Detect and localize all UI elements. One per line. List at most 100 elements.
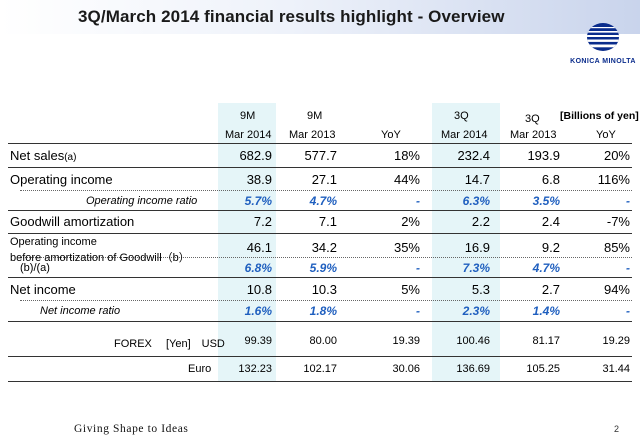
rule-under-net-income-ratio (8, 321, 632, 322)
oi-before-goodwill-label-line1: Operating income (10, 236, 97, 248)
net-income-ratio-9m-yoy: - (416, 304, 420, 318)
oi-before-goodwill-9m-yoy: 35% (393, 240, 420, 255)
forex-euro-9m-2014: 132.23 (238, 363, 272, 375)
rule-under-b-over-a (8, 277, 632, 278)
rule-under-net-sales (8, 167, 632, 168)
forex-usd-9m-diff: 19.39 (392, 335, 420, 347)
col4-header-bottom: Mar 2014 (441, 129, 488, 141)
oi-before-goodwill-label-line2: before amortization of Goodwill（b） (10, 252, 190, 264)
net-income-9m-2013: 10.3 (311, 282, 337, 297)
oi-ratio-3q-2014: 6.3% (462, 194, 490, 208)
b-over-a-9m-2014: 6.8% (244, 261, 272, 275)
col2-header-top: 9M (307, 110, 323, 122)
oi-ratio-9m-2013: 4.7% (309, 194, 337, 208)
unit-label: [Billions of yen] (560, 110, 639, 122)
page-title: 3Q/March 2014 financial results highligh… (78, 7, 505, 26)
col4-header-top: 3Q (454, 110, 469, 122)
forex-usd-3q-2013: 81.17 (532, 335, 560, 347)
col5-header-bottom: Mar 2013 (510, 129, 557, 141)
rule-under-forex-euro (8, 381, 632, 382)
col2-header-bottom: Mar 2013 (289, 129, 336, 141)
rule-under-net-income (20, 300, 632, 301)
oi-ratio-9m-2014: 5.7% (244, 194, 272, 208)
operating-income-9m-2013: 27.1 (311, 172, 337, 187)
forex-usd-3q-2014: 100.46 (456, 335, 490, 347)
oi-ratio-3q-2013: 3.5% (532, 194, 560, 208)
forex-euro-9m-diff: 30.06 (392, 363, 420, 375)
konica-minolta-globe-icon (587, 23, 619, 51)
col6-header-bottom: YoY (596, 129, 616, 141)
net-sales-label: Net sales(a) (10, 148, 76, 163)
rule-under-forex-usd (8, 356, 632, 357)
oi-before-goodwill-3q-2013: 9.2 (541, 240, 560, 255)
goodwill-3q-2014: 2.2 (471, 214, 490, 229)
net-income-ratio-3q-2014: 2.3% (462, 304, 490, 318)
oi-ratio-3q-yoy: - (626, 194, 630, 208)
forex-euro-3q-diff: 31.44 (602, 363, 630, 375)
col1-header-top: 9M (240, 110, 256, 122)
footer-tagline: Giving Shape to Ideas (74, 423, 189, 435)
net-sales-3q-2014: 232.4 (457, 148, 490, 163)
net-sales-9m-2014: 682.9 (239, 148, 272, 163)
b-over-a-label: (b)/(a) (20, 262, 50, 274)
goodwill-3q-2013: 2.4 (541, 214, 560, 229)
net-sales-label-text: Net sales (10, 148, 65, 163)
goodwill-9m-2014: 7.2 (253, 214, 272, 229)
oi-ratio-label: Operating income ratio (86, 195, 198, 207)
net-income-9m-yoy: 5% (401, 282, 420, 297)
net-income-ratio-3q-yoy: - (626, 304, 630, 318)
net-sales-9m-yoy: 18% (393, 148, 420, 163)
operating-income-9m-2014: 38.9 (246, 172, 272, 187)
net-income-ratio-9m-2013: 1.8% (309, 304, 337, 318)
highlight-column-3q-2014 (432, 103, 500, 382)
forex-usd-3q-diff: 19.29 (602, 335, 630, 347)
net-income-3q-2014: 5.3 (471, 282, 490, 297)
col1-header-bottom: Mar 2014 (225, 129, 272, 141)
operating-income-3q-2013: 6.8 (541, 172, 560, 187)
net-income-3q-2013: 2.7 (541, 282, 560, 297)
net-income-label: Net income (10, 282, 76, 297)
rule-under-header (8, 143, 632, 144)
goodwill-label: Goodwill amortization (10, 214, 135, 229)
oi-before-goodwill-3q-2014: 16.9 (464, 240, 490, 255)
b-over-a-3q-yoy: - (626, 261, 630, 275)
net-income-3q-yoy: 94% (603, 282, 630, 297)
b-over-a-9m-yoy: - (416, 261, 420, 275)
highlight-column-9m-2014 (218, 103, 276, 382)
goodwill-3q-yoy: -7% (606, 214, 630, 229)
rule-under-goodwill (8, 233, 632, 234)
oi-before-goodwill-9m-2014: 46.1 (246, 240, 272, 255)
operating-income-9m-yoy: 44% (393, 172, 420, 187)
operating-income-3q-yoy: 116% (597, 172, 630, 187)
forex-euro-9m-2013: 102.17 (303, 363, 337, 375)
net-sales-label-suffix: (a) (64, 152, 77, 163)
net-sales-3q-yoy: 20% (603, 148, 630, 163)
rule-under-operating-income (20, 190, 632, 191)
operating-income-label: Operating income (10, 172, 113, 187)
operating-income-3q-2014: 14.7 (464, 172, 490, 187)
forex-usd-9m-2014: 99.39 (244, 335, 272, 347)
b-over-a-3q-2013: 4.7% (532, 261, 560, 275)
company-logo: KONICA MINOLTA (568, 22, 638, 65)
header-band (0, 0, 640, 34)
forex-euro-3q-2014: 136.69 (456, 363, 490, 375)
col3-header-bottom: YoY (381, 129, 401, 141)
forex-usd-label: FOREX [Yen] USD (114, 338, 225, 350)
rule-under-oi-ratio (8, 210, 632, 211)
net-income-ratio-9m-2014: 1.6% (244, 304, 272, 318)
net-income-ratio-3q-2013: 1.4% (532, 304, 560, 318)
b-over-a-3q-2014: 7.3% (462, 261, 490, 275)
net-income-ratio-label: Net income ratio (40, 305, 121, 317)
goodwill-9m-yoy: 2% (401, 214, 420, 229)
col5-header-top: 3Q (525, 113, 540, 125)
net-income-9m-2014: 10.8 (246, 282, 272, 297)
forex-euro-3q-2013: 105.25 (526, 363, 560, 375)
oi-before-goodwill-9m-2013: 34.2 (311, 240, 337, 255)
b-over-a-9m-2013: 5.9% (309, 261, 337, 275)
net-sales-9m-2013: 577.7 (304, 148, 337, 163)
net-sales-3q-2013: 193.9 (527, 148, 560, 163)
oi-before-goodwill-3q-yoy: 85% (603, 240, 630, 255)
logo-text: KONICA MINOLTA (570, 58, 636, 65)
forex-euro-label: Euro (188, 363, 212, 375)
page-number: 2 (614, 424, 620, 434)
